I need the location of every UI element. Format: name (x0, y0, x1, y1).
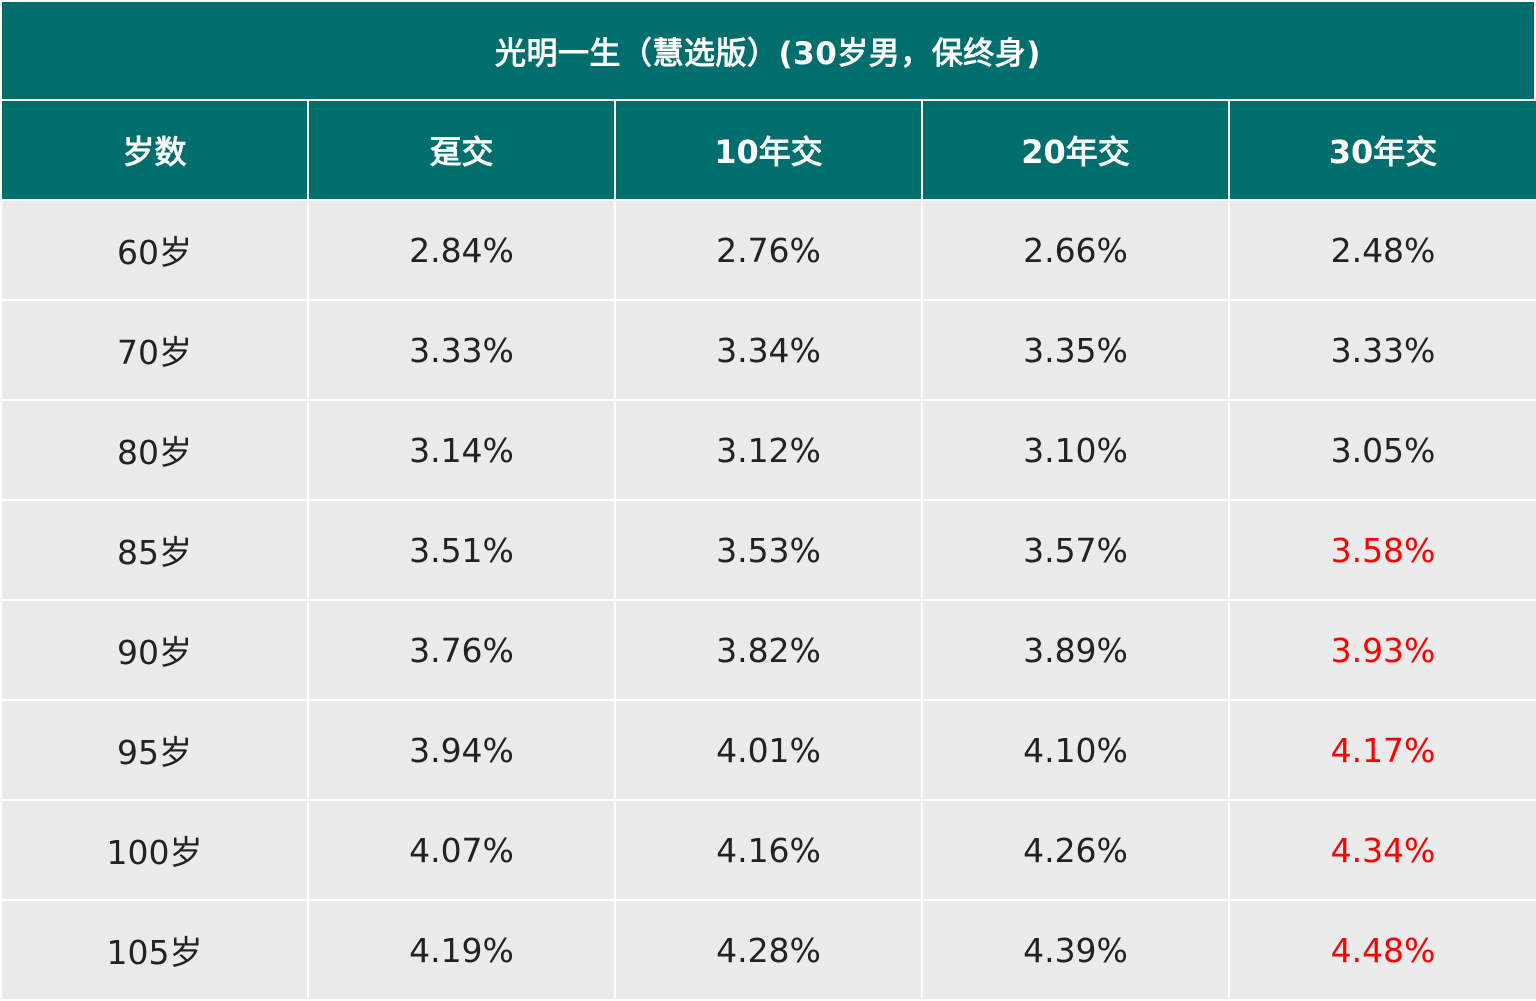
header-age: 岁数 (2, 101, 307, 199)
rate-cell: 3.12% (616, 401, 921, 499)
rate-cell: 4.16% (616, 801, 921, 899)
age-cell: 80岁 (2, 401, 307, 499)
rate-cell-30-year: 3.93% (1230, 601, 1536, 699)
rate-cell: 4.26% (923, 801, 1228, 899)
header-10-year-pay: 10年交 (616, 101, 921, 199)
rate-cell: 3.14% (309, 401, 614, 499)
rate-cell: 4.19% (309, 901, 614, 999)
rate-cell: 3.82% (616, 601, 921, 699)
rate-cell: 4.10% (923, 701, 1228, 799)
rate-cell: 2.76% (616, 201, 921, 299)
header-30-year-pay: 30年交 (1230, 101, 1536, 199)
age-cell: 70岁 (2, 301, 307, 399)
rate-cell: 3.76% (309, 601, 614, 699)
rate-cell-30-year: 4.17% (1230, 701, 1536, 799)
rate-cell: 3.94% (309, 701, 614, 799)
rate-cell: 4.01% (616, 701, 921, 799)
rate-cell: 3.57% (923, 501, 1228, 599)
rate-cell: 2.66% (923, 201, 1228, 299)
table-grid: 岁数 趸交 10年交 20年交 30年交 60岁 2.84% 2.76% 2.6… (0, 99, 1536, 1001)
rate-cell: 3.10% (923, 401, 1228, 499)
rate-cell: 3.53% (616, 501, 921, 599)
rate-cell-30-year: 3.33% (1230, 301, 1536, 399)
rate-cell-30-year: 4.48% (1230, 901, 1536, 999)
age-cell: 100岁 (2, 801, 307, 899)
age-cell: 105岁 (2, 901, 307, 999)
rate-cell: 3.89% (923, 601, 1228, 699)
rate-cell: 2.84% (309, 201, 614, 299)
rate-cell: 3.33% (309, 301, 614, 399)
rate-cell: 4.07% (309, 801, 614, 899)
rate-cell-30-year: 2.48% (1230, 201, 1536, 299)
rate-cell-30-year: 3.58% (1230, 501, 1536, 599)
age-cell: 95岁 (2, 701, 307, 799)
rate-cell: 3.51% (309, 501, 614, 599)
rate-cell: 3.34% (616, 301, 921, 399)
table-title: 光明一生（慧选版）(30岁男，保终身) (2, 2, 1534, 99)
rate-cell-30-year: 4.34% (1230, 801, 1536, 899)
rate-cell: 4.28% (616, 901, 921, 999)
rate-cell-30-year: 3.05% (1230, 401, 1536, 499)
header-20-year-pay: 20年交 (923, 101, 1228, 199)
header-single-premium: 趸交 (309, 101, 614, 199)
rate-cell: 3.35% (923, 301, 1228, 399)
age-cell: 85岁 (2, 501, 307, 599)
age-cell: 60岁 (2, 201, 307, 299)
age-cell: 90岁 (2, 601, 307, 699)
rate-cell: 4.39% (923, 901, 1228, 999)
